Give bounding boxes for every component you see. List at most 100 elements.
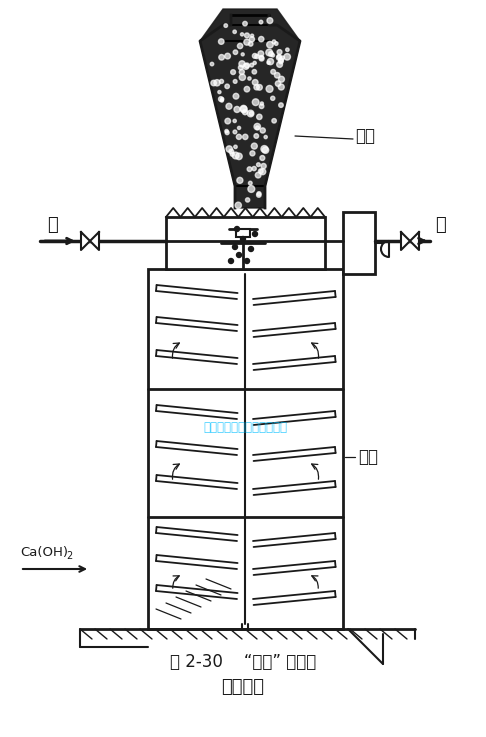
Circle shape	[245, 198, 250, 202]
Circle shape	[260, 128, 265, 133]
Circle shape	[259, 104, 264, 108]
Circle shape	[239, 66, 243, 70]
Circle shape	[252, 80, 258, 85]
Text: 2: 2	[66, 551, 72, 561]
Circle shape	[233, 30, 236, 33]
Circle shape	[255, 55, 259, 58]
Circle shape	[271, 54, 275, 57]
Circle shape	[243, 21, 247, 26]
Circle shape	[247, 167, 252, 172]
Text: 构造原理: 构造原理	[222, 678, 264, 696]
Circle shape	[229, 149, 234, 154]
Circle shape	[277, 55, 281, 60]
Circle shape	[254, 123, 260, 130]
Circle shape	[241, 237, 245, 242]
Circle shape	[255, 172, 261, 178]
Circle shape	[252, 167, 256, 171]
Circle shape	[248, 42, 253, 46]
Circle shape	[233, 80, 237, 83]
Circle shape	[240, 105, 247, 112]
Bar	[166, 217, 325, 269]
Circle shape	[236, 153, 242, 160]
Circle shape	[269, 52, 273, 56]
Circle shape	[243, 63, 249, 69]
Circle shape	[277, 49, 282, 55]
Circle shape	[237, 253, 242, 257]
Circle shape	[250, 63, 254, 67]
Circle shape	[250, 34, 254, 38]
Circle shape	[254, 133, 259, 139]
Circle shape	[249, 111, 253, 116]
Circle shape	[275, 72, 280, 78]
Circle shape	[239, 74, 245, 80]
Circle shape	[261, 145, 268, 153]
Circle shape	[278, 76, 284, 83]
Text: 桶体: 桶体	[358, 448, 378, 466]
Circle shape	[266, 85, 273, 92]
Text: 气: 气	[434, 216, 445, 234]
Circle shape	[250, 151, 255, 156]
Bar	[236, 229, 250, 237]
Circle shape	[220, 99, 224, 102]
Polygon shape	[410, 232, 419, 250]
Circle shape	[248, 181, 252, 185]
Circle shape	[277, 55, 281, 59]
Circle shape	[257, 192, 261, 198]
Text: 图 2-30    “干式” 联合式: 图 2-30 “干式” 联合式	[170, 653, 316, 671]
Circle shape	[267, 18, 273, 24]
Circle shape	[267, 41, 273, 48]
Circle shape	[284, 54, 291, 60]
Circle shape	[243, 134, 248, 139]
Circle shape	[272, 40, 276, 43]
Circle shape	[256, 126, 260, 130]
Circle shape	[226, 103, 232, 109]
Circle shape	[232, 152, 239, 159]
Circle shape	[258, 51, 264, 57]
Circle shape	[226, 146, 232, 152]
Circle shape	[235, 226, 240, 231]
Circle shape	[259, 55, 263, 60]
Circle shape	[254, 85, 260, 90]
Circle shape	[253, 231, 258, 237]
Circle shape	[219, 55, 225, 60]
Circle shape	[232, 245, 238, 250]
Circle shape	[260, 102, 263, 105]
Circle shape	[259, 169, 263, 173]
Circle shape	[230, 153, 234, 156]
Circle shape	[278, 84, 284, 90]
Text: 水: 水	[47, 216, 57, 234]
Bar	[148, 269, 343, 629]
Circle shape	[233, 130, 237, 134]
Circle shape	[210, 63, 214, 66]
Circle shape	[228, 259, 233, 264]
Circle shape	[225, 130, 229, 135]
Circle shape	[225, 130, 228, 133]
Circle shape	[234, 106, 240, 113]
Circle shape	[252, 69, 257, 74]
Circle shape	[233, 119, 236, 122]
Polygon shape	[401, 232, 410, 250]
Circle shape	[219, 39, 224, 44]
Circle shape	[272, 119, 277, 123]
Circle shape	[271, 69, 276, 74]
Circle shape	[276, 81, 281, 86]
Circle shape	[278, 103, 283, 108]
Circle shape	[248, 186, 255, 192]
Circle shape	[233, 94, 239, 99]
Circle shape	[271, 97, 275, 100]
Circle shape	[225, 118, 230, 124]
Circle shape	[247, 110, 254, 117]
Circle shape	[249, 37, 255, 42]
Circle shape	[218, 91, 221, 94]
Polygon shape	[81, 232, 90, 250]
Circle shape	[234, 145, 237, 149]
Circle shape	[239, 69, 244, 74]
Circle shape	[244, 86, 250, 92]
Circle shape	[266, 49, 273, 56]
Circle shape	[241, 32, 243, 36]
Circle shape	[248, 77, 251, 80]
Circle shape	[259, 20, 263, 24]
Circle shape	[277, 61, 282, 67]
Circle shape	[244, 259, 249, 264]
Circle shape	[241, 53, 244, 56]
